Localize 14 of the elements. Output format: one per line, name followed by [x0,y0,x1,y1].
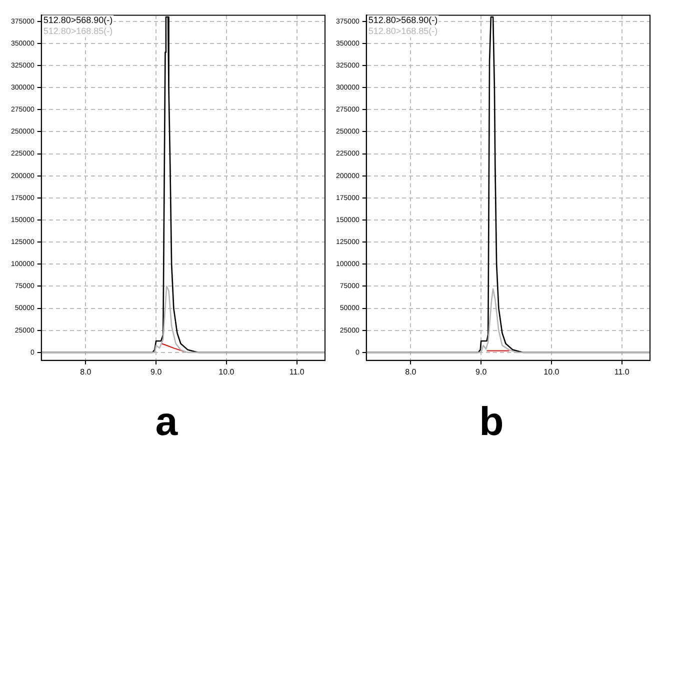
text: 512.80>168.85(-) [368,26,438,36]
x-tick-label: 11.0 [289,367,305,376]
text: 512.80>568.90(-) [43,15,113,26]
legend-label: 512.80>568.90(-) [368,15,438,26]
x-tick-label: 8.0 [405,367,417,376]
text: b [479,400,504,444]
x-tick-label: 10.0 [544,367,560,376]
text: a [155,400,178,444]
x-tick-label: 11.0 [614,367,630,376]
x-tick-label: 9.0 [150,367,162,376]
x-tick-label: 9.0 [476,367,488,376]
x-tick-label: 8.0 [80,367,92,376]
text: 512.80>168.85(-) [43,26,113,36]
x-tick-label: 10.0 [218,367,235,376]
